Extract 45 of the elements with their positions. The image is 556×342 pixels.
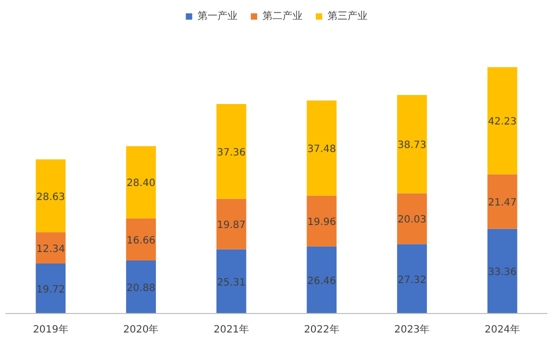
- bar: [397, 244, 427, 314]
- data-label: 19.96: [307, 216, 336, 228]
- legend-label: 第三产业: [328, 10, 368, 23]
- data-label: 28.40: [126, 178, 156, 190]
- legend-label: 第一产业: [198, 10, 238, 23]
- data-label: 38.73: [398, 140, 426, 152]
- x-tick-label: 2019年: [32, 324, 68, 336]
- bar: [36, 159, 66, 232]
- x-tick-label: 2021年: [214, 324, 250, 336]
- bar: [306, 100, 337, 196]
- bar: [216, 198, 246, 250]
- bar: [126, 260, 156, 314]
- bar: [487, 228, 518, 314]
- bar: [126, 146, 156, 218]
- data-label: 28.63: [36, 192, 65, 203]
- bar: [487, 174, 518, 229]
- data-label: 27.32: [398, 274, 426, 286]
- bar: [216, 249, 246, 314]
- data-label: 26.46: [307, 276, 336, 287]
- bar: [306, 196, 337, 246]
- x-tick-label: 2020年: [123, 324, 159, 336]
- data-label: 33.36: [488, 267, 517, 278]
- data-label: 21.47: [488, 198, 517, 209]
- bar: [36, 232, 66, 264]
- data-label: 20.03: [398, 214, 426, 226]
- bar: [306, 246, 337, 314]
- data-label: 37.48: [307, 144, 336, 156]
- data-label: 37.36: [217, 147, 246, 158]
- x-tick-label: 2024年: [484, 324, 520, 336]
- data-label: 16.66: [126, 235, 156, 246]
- bar: [216, 104, 246, 199]
- x-tick-label: 2023年: [394, 324, 430, 336]
- data-label: 25.31: [217, 277, 246, 288]
- bar: [126, 218, 156, 260]
- x-tick-label: 2022年: [304, 324, 340, 336]
- bar: [397, 193, 427, 244]
- data-label: 19.87: [217, 220, 246, 232]
- bar: [397, 94, 427, 194]
- data-label: 12.34: [36, 244, 65, 255]
- data-label: 20.88: [126, 282, 156, 294]
- data-label: 19.72: [36, 284, 65, 296]
- data-label: 42.23: [488, 116, 517, 128]
- bar: [487, 67, 518, 174]
- bar: [36, 263, 66, 314]
- legend-label: 第二产业: [262, 10, 302, 23]
